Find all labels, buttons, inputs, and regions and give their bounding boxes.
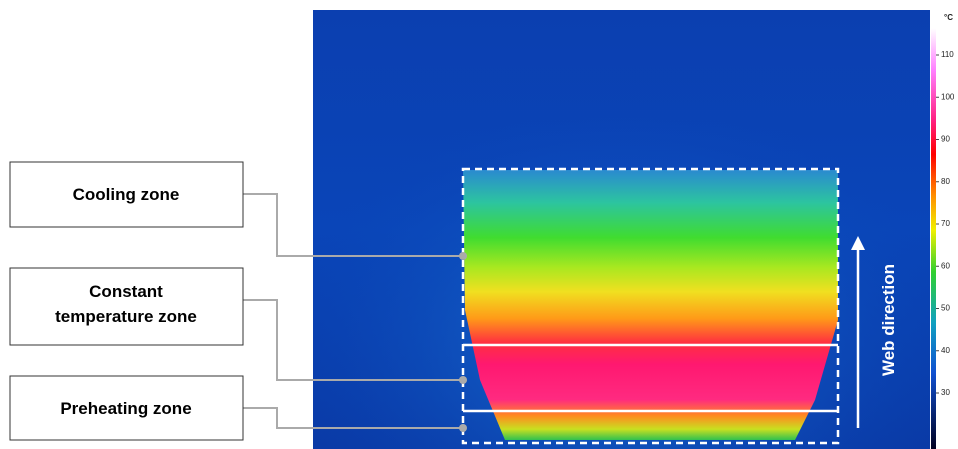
connector-dot bbox=[459, 424, 467, 432]
heated-web bbox=[463, 170, 838, 440]
colorbar-unit: °C bbox=[944, 13, 953, 22]
colorbar-tick-label: 110 bbox=[941, 50, 954, 59]
zone-label: Preheating zone bbox=[60, 399, 191, 418]
colorbar-tick-label: 60 bbox=[941, 261, 950, 270]
connector-dot bbox=[459, 376, 467, 384]
colorbar-tick-label: 70 bbox=[941, 219, 950, 228]
colorbar-tick-label: 100 bbox=[941, 92, 955, 101]
zone-label: temperature zone bbox=[55, 307, 197, 326]
colorbar-tick-label: 50 bbox=[941, 304, 950, 313]
colorbar bbox=[931, 28, 936, 449]
colorbar-tick-label: 40 bbox=[941, 346, 950, 355]
colorbar-tick-label: 80 bbox=[941, 177, 950, 186]
colorbar-tick-label: 30 bbox=[941, 388, 950, 397]
zone-label: Constant bbox=[89, 282, 163, 301]
direction-label: Web direction bbox=[879, 264, 898, 376]
figure: °C 110 100 90 80 70 60 50 40 30 Cooling zone Con… bbox=[0, 0, 958, 449]
zone-label: Cooling zone bbox=[73, 185, 180, 204]
colorbar-tick-label: 90 bbox=[941, 135, 950, 144]
connector-dot bbox=[459, 252, 467, 260]
